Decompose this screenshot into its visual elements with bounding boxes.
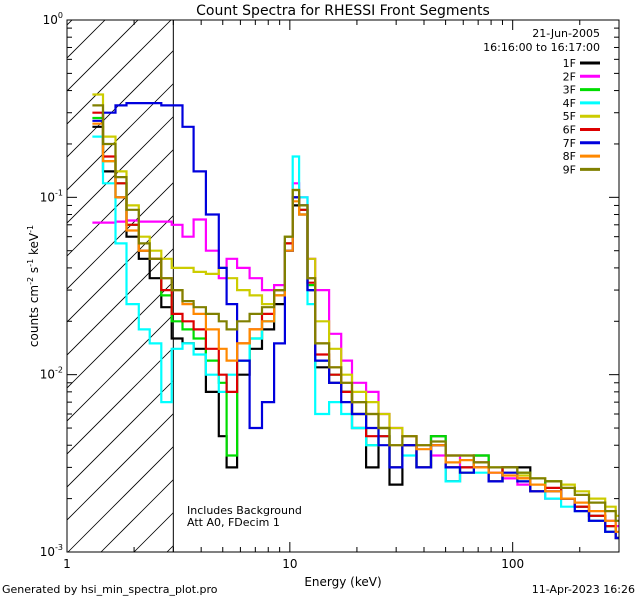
- series-line-9F: [92, 104, 619, 522]
- x-axis-label: Energy (keV): [304, 575, 381, 589]
- background-hatched-region: [67, 20, 619, 552]
- y-tick-label: 10-3: [40, 543, 63, 559]
- legend-label-9F: 9F: [563, 163, 576, 176]
- series-line-7F: [92, 102, 619, 540]
- footer-timestamp: 11-Apr-2023 16:26: [531, 583, 635, 596]
- annotation-attenuator: Att A0, FDecim 1: [187, 516, 280, 529]
- y-tick-label: 10-2: [40, 366, 63, 382]
- legend-label-7F: 7F: [563, 137, 576, 150]
- series-line-2F: [92, 182, 619, 528]
- legend-label-5F: 5F: [563, 110, 576, 123]
- x-tick-label: 1: [63, 557, 71, 571]
- y-tick-label: 100: [43, 11, 63, 27]
- y-axis-label: counts cm-2 s-1 keV-1: [26, 225, 41, 347]
- legend-label-1F: 1F: [563, 57, 576, 70]
- legend-label-8F: 8F: [563, 150, 576, 163]
- x-tick-label: 100: [501, 557, 524, 571]
- legend-label-2F: 2F: [563, 70, 576, 83]
- y-tick-label: 10-1: [40, 188, 63, 204]
- legend-label-6F: 6F: [563, 124, 576, 137]
- annotation-background: Includes Background: [187, 504, 302, 517]
- legend-label-3F: 3F: [563, 84, 576, 97]
- chart-title: Count Spectra for RHESSI Front Segments: [196, 3, 490, 19]
- time-range-label: 16:16:00 to 16:17:00: [483, 41, 600, 54]
- footer-generated-by: Generated by hsi_min_spectra_plot.pro: [2, 583, 218, 596]
- x-tick-label: 10: [282, 557, 297, 571]
- legend-label-4F: 4F: [563, 97, 576, 110]
- date-label: 21-Jun-2005: [532, 27, 600, 40]
- plot-frame: [66, 19, 620, 553]
